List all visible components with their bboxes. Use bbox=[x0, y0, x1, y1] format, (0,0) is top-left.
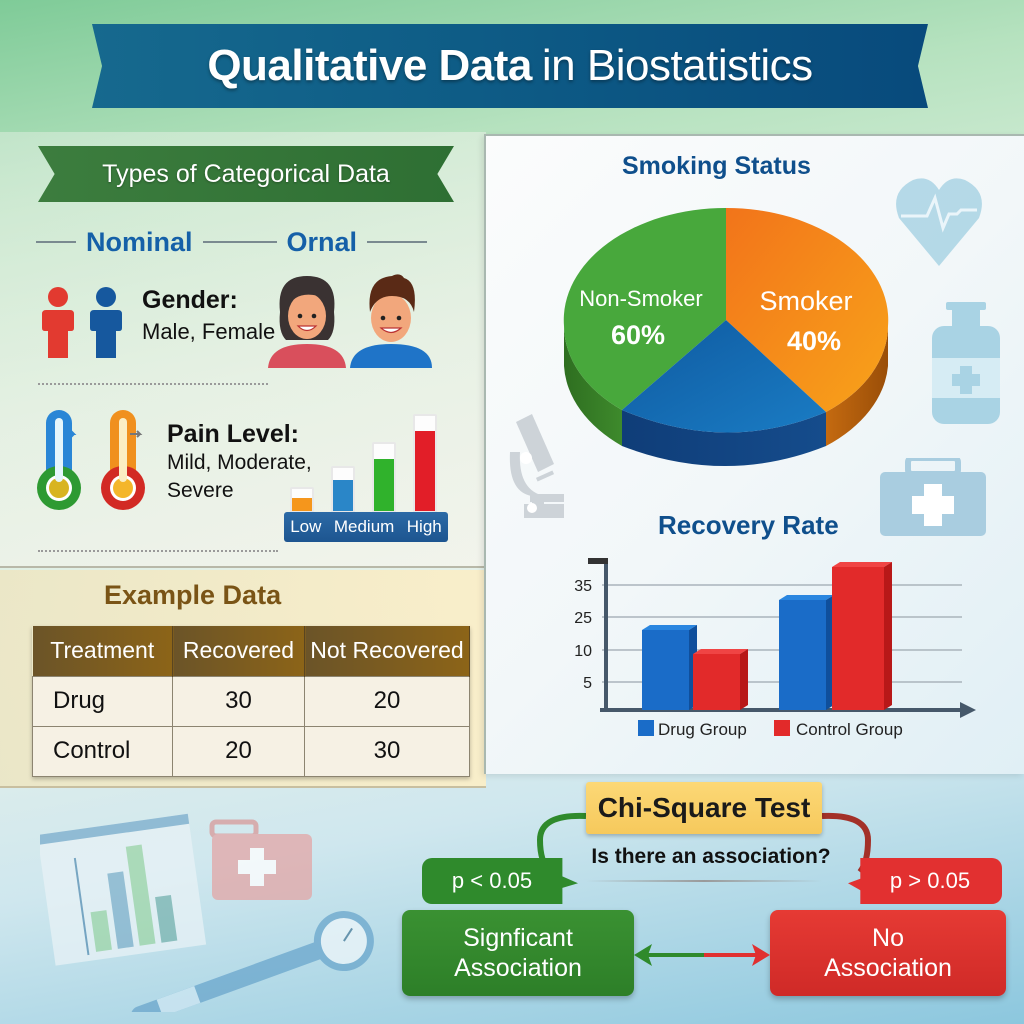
pie-pct-non-smoker: 60% bbox=[611, 320, 665, 350]
divider bbox=[367, 241, 428, 243]
no-association-line1: No bbox=[872, 924, 904, 952]
medicine-bottle-icon bbox=[932, 302, 1000, 424]
tube-high-green bbox=[372, 442, 396, 513]
scale-medium: Medium bbox=[333, 517, 395, 536]
association-question: Is there an association? bbox=[591, 845, 831, 868]
pain-scale-bar: Low Medium High bbox=[284, 512, 448, 542]
p-greater-than-tag: p > 0.05 bbox=[848, 858, 1002, 904]
pain-level-example: Pain Level: Mild, Moderate, Severe bbox=[167, 420, 312, 505]
pie-label-smoker: Smoker bbox=[759, 286, 852, 316]
chi-square-title: Chi-Square Test bbox=[597, 792, 811, 823]
significant-line1: Signficant bbox=[463, 924, 573, 952]
title-regular-part: in Biostatistics bbox=[541, 41, 813, 90]
chi-square-test-box: Chi-Square Test bbox=[586, 782, 822, 834]
question-underline bbox=[586, 880, 822, 882]
table-row: Control 20 30 bbox=[32, 725, 470, 777]
double-arrow-icon bbox=[634, 944, 770, 966]
microscope-icon bbox=[509, 414, 564, 518]
p-greater-than-label: p > 0.05 bbox=[889, 868, 971, 893]
gender-values: Male, Female bbox=[142, 319, 276, 344]
female-avatar-icon bbox=[268, 276, 346, 368]
legend-drug-label: Drug Group bbox=[658, 720, 747, 739]
section-ribbon: Types of Categorical Data bbox=[38, 146, 454, 202]
column-header: Not Recovered bbox=[304, 626, 470, 676]
decorative-medical-illustration bbox=[40, 813, 374, 1012]
first-aid-kit-icon bbox=[880, 458, 986, 536]
pain-values-line2: Severe bbox=[167, 479, 234, 502]
legend-control-swatch bbox=[774, 720, 790, 736]
smoking-pie-chart: Non-Smoker 60% Smoker 40% bbox=[563, 207, 889, 466]
section-ribbon-label: Types of Categorical Data bbox=[102, 159, 390, 188]
significant-line2: Association bbox=[454, 954, 582, 982]
no-association-box: No Association bbox=[770, 910, 1006, 996]
legend-control-label: Control Group bbox=[796, 720, 903, 739]
nominal-label: Nominal bbox=[86, 226, 193, 257]
pain-values-line1: Mild, Moderate, bbox=[167, 451, 312, 474]
page-title: Qualitative Data in Biostatistics bbox=[207, 41, 813, 91]
heart-pulse-icon bbox=[896, 178, 982, 266]
title-bold-part: Qualitative Data bbox=[207, 41, 532, 90]
type-labels-row: Nominal Ornal bbox=[36, 222, 456, 262]
table-cell: 30 bbox=[304, 725, 470, 777]
table-cell: 30 bbox=[172, 675, 305, 727]
no-association-line2: Association bbox=[824, 954, 952, 982]
tube-medium bbox=[331, 466, 355, 513]
table-cell: 20 bbox=[172, 725, 305, 777]
recovery-bar-chart: 35 25 10 5 Drug Group Control Group bbox=[574, 558, 976, 739]
pie-chart-title: Smoking Status bbox=[622, 152, 811, 180]
title-banner: Qualitative Data in Biostatistics bbox=[92, 24, 928, 108]
legend-drug-swatch bbox=[638, 720, 654, 736]
person-red-icon bbox=[42, 287, 74, 358]
p-less-than-tag: p < 0.05 bbox=[422, 858, 578, 904]
divider bbox=[202, 241, 277, 243]
pie-label-non-smoker: Non-Smoker bbox=[579, 286, 702, 311]
table-row: Drug 30 20 bbox=[32, 675, 470, 727]
table-cell: 20 bbox=[304, 675, 470, 727]
gender-example: Gender: Male, Female bbox=[142, 286, 275, 345]
table-cell: Control bbox=[32, 725, 173, 777]
ytick-label: 10 bbox=[574, 643, 592, 660]
dotted-divider bbox=[38, 550, 278, 552]
bar-chart-title: Recovery Rate bbox=[658, 510, 839, 540]
thermometer-icons bbox=[37, 410, 145, 510]
column-header: Treatment bbox=[32, 626, 173, 676]
divider bbox=[36, 241, 76, 243]
male-avatar-icon bbox=[350, 274, 432, 368]
ordinal-label: Ornal bbox=[286, 226, 358, 257]
pie-pct-smoker: 40% bbox=[787, 326, 841, 356]
tube-low bbox=[290, 487, 314, 513]
scale-low: Low bbox=[290, 517, 322, 536]
table-header-row: Treatment Recovered Not Recovered bbox=[32, 626, 470, 676]
ytick-label: 5 bbox=[583, 675, 592, 692]
person-blue-icon bbox=[90, 287, 122, 358]
ytick-label: 25 bbox=[574, 610, 592, 627]
example-data-title: Example Data bbox=[104, 580, 282, 610]
pain-heading: Pain Level: bbox=[167, 420, 299, 448]
p-less-than-label: p < 0.05 bbox=[451, 868, 533, 893]
scale-high: High bbox=[406, 517, 442, 536]
gender-heading: Gender: bbox=[142, 286, 238, 314]
tube-high-red bbox=[413, 414, 437, 513]
ytick-label: 35 bbox=[574, 578, 592, 595]
significant-association-box: Signficant Association bbox=[402, 910, 634, 996]
dotted-divider bbox=[38, 383, 268, 385]
contingency-table: Treatment Recovered Not Recovered Drug 3… bbox=[32, 626, 470, 777]
table-cell: Drug bbox=[32, 675, 173, 727]
column-header: Recovered bbox=[172, 626, 305, 676]
